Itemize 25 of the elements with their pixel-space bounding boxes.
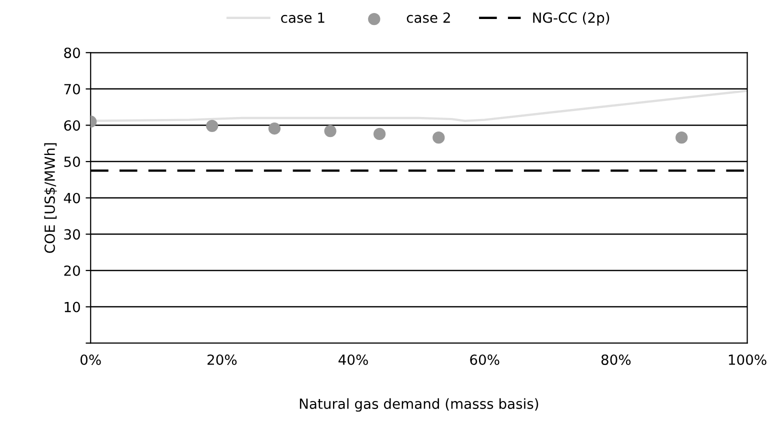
- legend-label: case 2: [406, 12, 450, 23]
- y-tick-label: 60: [64, 120, 80, 131]
- x-tick-label: 20%: [208, 354, 237, 365]
- x-axis-title: Natural gas demand (masss basis): [300, 398, 538, 412]
- x-tick-label: 80%: [601, 354, 631, 365]
- legend-label: case 1: [281, 12, 324, 23]
- legend-label: NG-CC (2p): [533, 12, 610, 26]
- x-tick-label: 60%: [470, 354, 500, 365]
- y-tick-label: 70: [64, 84, 80, 94]
- point: [676, 132, 688, 144]
- point: [206, 120, 218, 132]
- point: [373, 128, 386, 140]
- y-tick-label: 20: [64, 265, 80, 276]
- y-tick-label: 30: [64, 229, 80, 240]
- point: [324, 124, 336, 138]
- y-tick-label: 80: [64, 48, 80, 58]
- y-axis-title: COE [US$/MWh]: [44, 143, 57, 253]
- x-tick-label: 100%: [728, 354, 766, 365]
- y-tick-label: 40: [64, 192, 80, 204]
- point: [432, 132, 445, 144]
- x-tick-label: 40%: [338, 354, 368, 365]
- x-tick-label: 0%: [80, 354, 101, 365]
- y-tick-label: 50: [64, 156, 80, 168]
- point: [268, 122, 281, 135]
- y-tick-label: 10: [64, 302, 80, 312]
